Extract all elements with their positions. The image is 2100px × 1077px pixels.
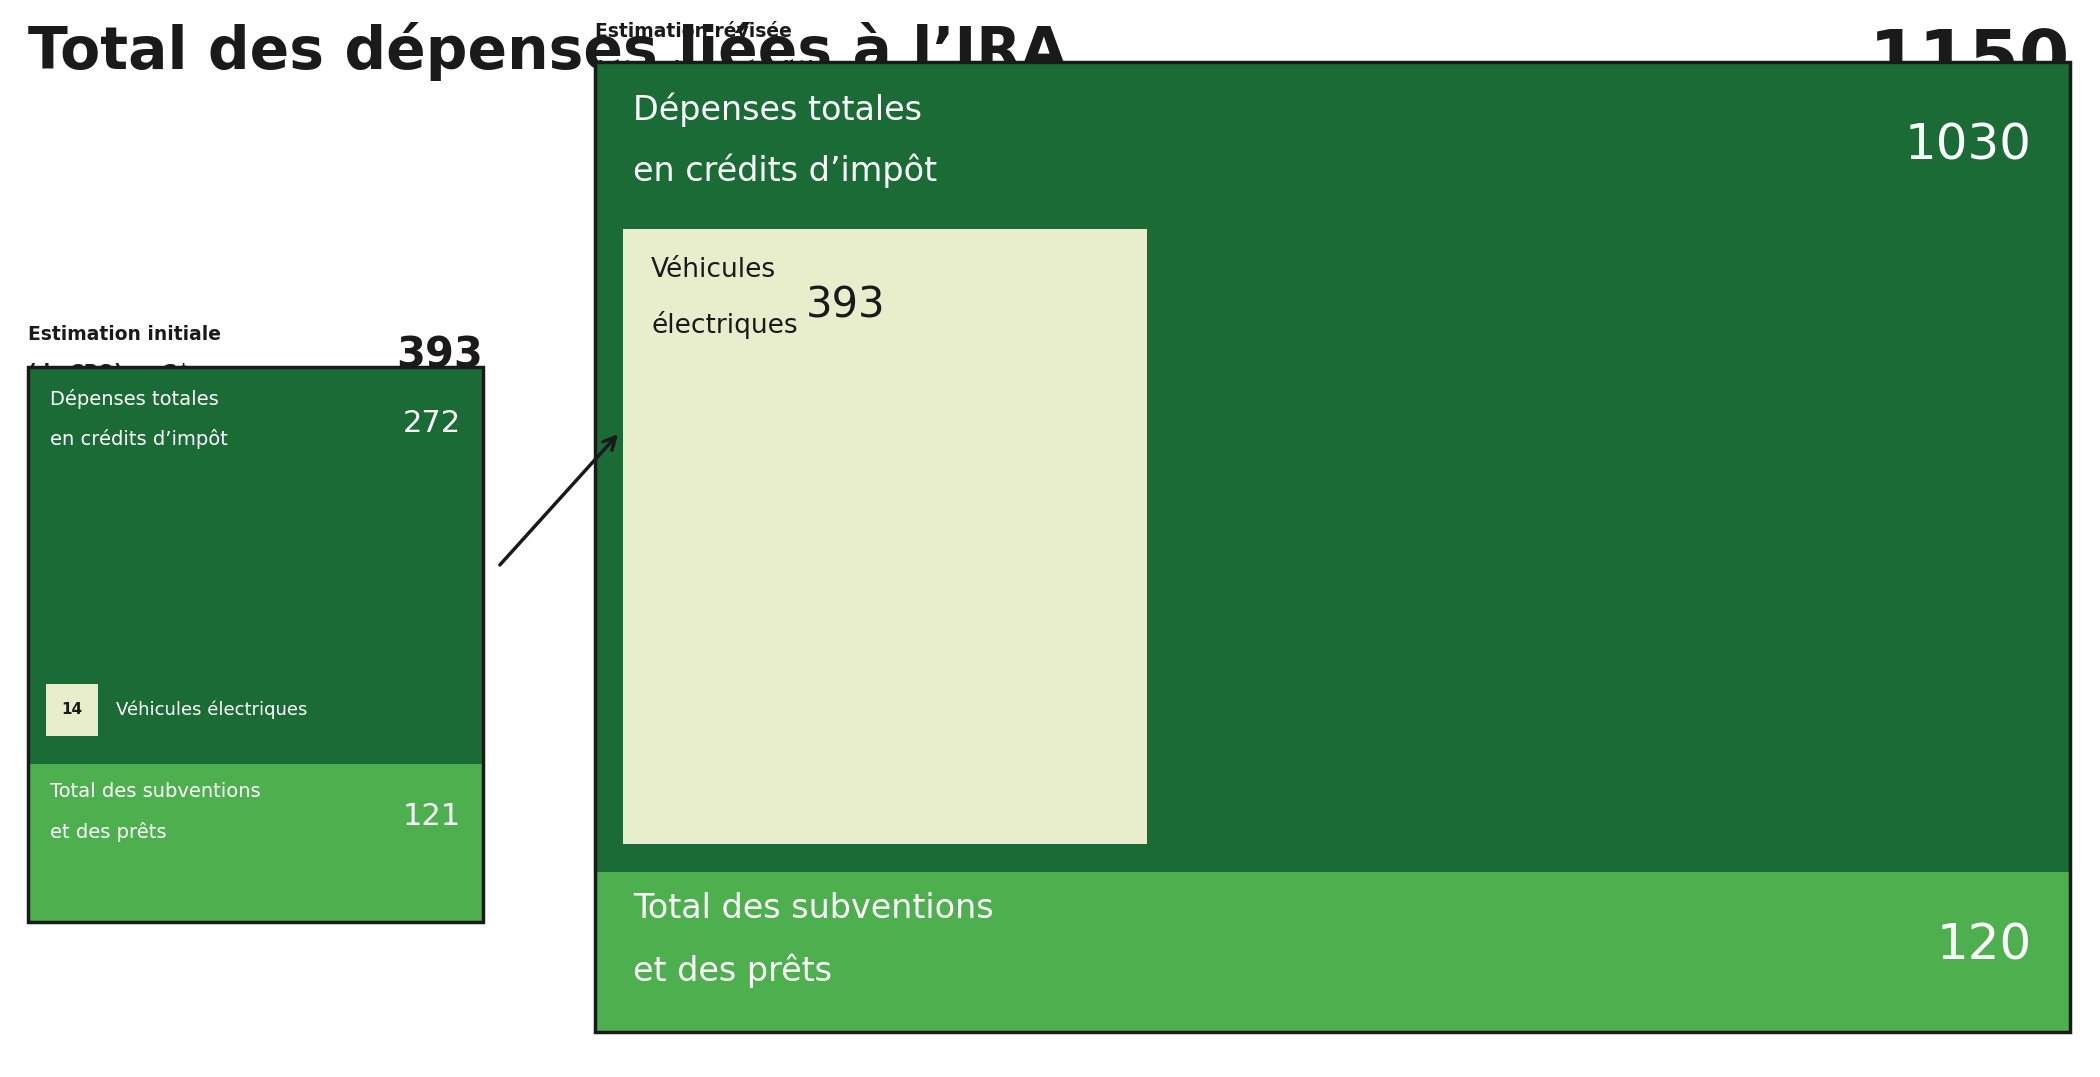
- Text: Dépenses totales: Dépenses totales: [632, 92, 922, 126]
- Text: en crédits d’impôt: en crédits d’impôt: [50, 429, 229, 449]
- Bar: [46, 684, 99, 736]
- Text: Véhicules: Véhicules: [651, 257, 777, 283]
- Text: et des prêts: et des prêts: [632, 954, 832, 989]
- Bar: [624, 229, 1147, 844]
- Text: 393: 393: [806, 284, 886, 326]
- Text: Dépenses totales: Dépenses totales: [50, 389, 218, 409]
- Bar: [594, 872, 2071, 1032]
- Bar: [594, 62, 2071, 872]
- Bar: [27, 764, 483, 922]
- Text: Estimation révisée: Estimation révisée: [594, 22, 792, 41]
- Text: Total des subventions: Total des subventions: [50, 782, 260, 801]
- Text: (par Goldman Sachs) en G$: (par Goldman Sachs) en G$: [594, 60, 884, 79]
- Text: Total des subventions: Total des subventions: [632, 892, 993, 925]
- Text: 1150: 1150: [1869, 27, 2071, 96]
- Text: 1030: 1030: [1905, 122, 2033, 170]
- Text: en crédits d’impôt: en crédits d’impôt: [632, 154, 937, 188]
- Text: 120: 120: [1936, 922, 2033, 970]
- Text: et des prêts: et des prêts: [50, 822, 166, 842]
- Text: Véhicules électriques: Véhicules électriques: [116, 700, 307, 719]
- Bar: [27, 367, 483, 764]
- Bar: [27, 367, 483, 922]
- Text: 272: 272: [403, 409, 462, 438]
- Text: 121: 121: [403, 801, 462, 830]
- Text: (du CBO) en G$: (du CBO) en G$: [27, 363, 191, 382]
- Text: 393: 393: [397, 335, 483, 377]
- Text: Estimation initiale: Estimation initiale: [27, 325, 220, 344]
- Text: Total des dépenses liées à l’IRA: Total des dépenses liées à l’IRA: [27, 22, 1067, 81]
- Text: électriques: électriques: [651, 311, 798, 339]
- Bar: [594, 62, 2071, 1032]
- Text: 14: 14: [61, 702, 82, 717]
